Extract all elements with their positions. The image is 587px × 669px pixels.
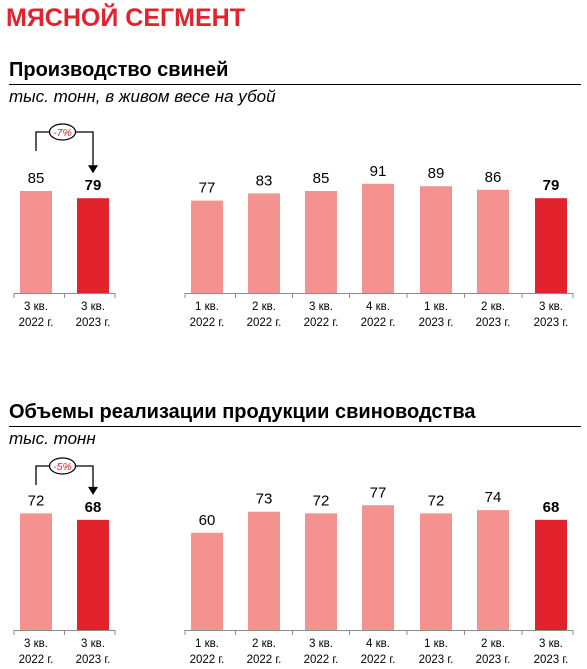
tick-label: 4 кв. [366, 301, 390, 313]
tick-label: 2022 г. [361, 317, 396, 329]
tick-label: 2022 г. [304, 317, 339, 329]
pig-sales-chart: 72 3 кв. 2022 г. 68 3 кв. 2023 г. 60 1 кв. 2022 … [13, 457, 574, 666]
tick-label: 2 кв. [481, 301, 505, 313]
value-label: 79 [85, 177, 102, 194]
value-label: 60 [199, 512, 216, 529]
value-label: 85 [313, 170, 330, 187]
tick-label: 3 кв. [309, 301, 333, 313]
bar [305, 513, 337, 630]
segment-title: МЯСНОЙ СЕГМЕНТ [6, 4, 245, 32]
bar [362, 505, 394, 630]
tick-label: 4 кв. [366, 638, 390, 650]
tick-label: 3 кв. [24, 301, 48, 313]
tick-label: 2 кв. [481, 638, 505, 650]
tick-label: 2022 г. [247, 317, 282, 329]
bar [77, 519, 109, 630]
tick-label: 2023 г. [476, 654, 511, 666]
tick-label: 2022 г. [361, 654, 396, 666]
tick-label: 2022 г. [19, 654, 54, 666]
change-badge [48, 123, 77, 141]
chart-subtitle: тыс. тонн, в живом весе на убой [9, 87, 276, 106]
change-badge [48, 457, 77, 475]
tick-label: 2022 г. [247, 654, 282, 666]
value-label: 77 [199, 180, 216, 197]
bar [362, 183, 394, 293]
value-label: 74 [485, 489, 502, 506]
value-label: 79 [543, 177, 560, 194]
tick-label: 3 кв. [81, 301, 105, 313]
pig-production-chart: 85 3 кв. 2022 г. 79 3 кв. 2023 г. 77 1 кв. 2022 … [13, 123, 574, 329]
tick-label: 2023 г. [534, 654, 569, 666]
bar [477, 510, 509, 630]
value-label: 73 [256, 491, 273, 508]
tick-label: 2022 г. [190, 317, 225, 329]
value-label: 89 [428, 165, 445, 182]
value-label: 72 [28, 492, 45, 509]
tick-label: 2022 г. [19, 317, 54, 329]
chart-title: Объемы реализации продукции свиноводства [9, 401, 476, 423]
tick-label: 3 кв. [24, 638, 48, 650]
tick-label: 1 кв. [195, 638, 219, 650]
value-label: 68 [85, 499, 102, 516]
bar [191, 200, 223, 293]
tick-label: 1 кв. [424, 301, 448, 313]
bar [420, 513, 452, 630]
value-label: 85 [28, 170, 45, 187]
tick-label: 3 кв. [81, 638, 105, 650]
value-label: 77 [370, 484, 387, 501]
value-label: 68 [543, 499, 560, 516]
bar [305, 191, 337, 293]
bar [535, 519, 567, 630]
bar [248, 193, 280, 293]
value-label: 72 [428, 492, 445, 509]
bar [191, 532, 223, 630]
value-label: 86 [485, 169, 502, 186]
change-label: -5% [53, 461, 72, 473]
tick-label: 2022 г. [190, 654, 225, 666]
tick-label: 2 кв. [252, 301, 276, 313]
tick-label: 2 кв. [252, 638, 276, 650]
chart-subtitle: тыс. тонн [9, 429, 96, 448]
bar [535, 198, 567, 293]
tick-label: 2023 г. [534, 317, 569, 329]
bar [477, 189, 509, 293]
chart-title: Производство свиней [9, 59, 229, 81]
bar [248, 511, 280, 630]
arrow-head-icon [88, 486, 98, 495]
value-label: 72 [313, 492, 330, 509]
value-label: 91 [370, 163, 387, 180]
tick-label: 2023 г. [76, 654, 111, 666]
value-label: 83 [256, 172, 273, 189]
tick-label: 3 кв. [539, 301, 563, 313]
bar [20, 191, 52, 293]
arrow-head-icon [88, 165, 98, 174]
bar [420, 186, 452, 293]
title-rule [9, 84, 581, 85]
tick-label: 3 кв. [539, 638, 563, 650]
tick-label: 2023 г. [476, 317, 511, 329]
tick-label: 2023 г. [76, 317, 111, 329]
bar [77, 198, 109, 293]
tick-label: 2023 г. [419, 654, 454, 666]
tick-label: 3 кв. [309, 638, 333, 650]
change-label: -7% [53, 127, 72, 139]
title-rule [9, 426, 581, 427]
tick-label: 1 кв. [195, 301, 219, 313]
tick-label: 1 кв. [424, 638, 448, 650]
tick-label: 2022 г. [304, 654, 339, 666]
tick-label: 2023 г. [419, 317, 454, 329]
bar [20, 513, 52, 630]
